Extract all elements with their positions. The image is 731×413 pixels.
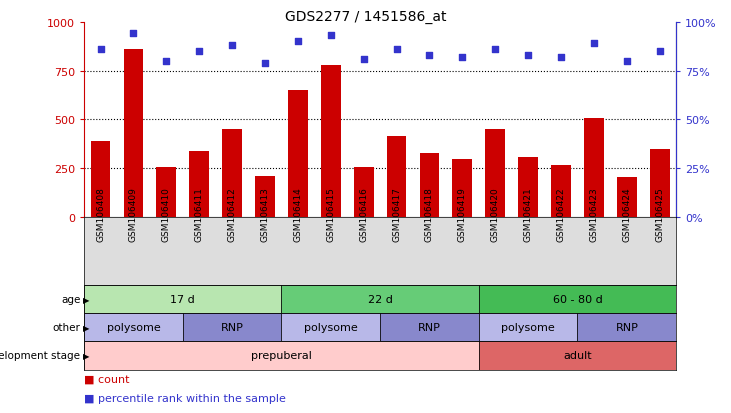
Bar: [479, 313, 577, 342]
Point: [424, 52, 436, 59]
Point: [522, 52, 534, 59]
Bar: [479, 342, 676, 370]
Bar: [255, 176, 275, 217]
Bar: [84, 313, 183, 342]
Text: ■ percentile rank within the sample: ■ percentile rank within the sample: [84, 393, 286, 403]
Point: [127, 31, 139, 38]
Text: polysome: polysome: [107, 323, 160, 332]
Text: polysome: polysome: [304, 323, 357, 332]
Bar: [288, 91, 308, 217]
Text: GDS2277 / 1451586_at: GDS2277 / 1451586_at: [285, 10, 446, 24]
Text: ▶: ▶: [83, 323, 90, 332]
Bar: [189, 152, 209, 217]
Text: RNP: RNP: [418, 323, 441, 332]
Point: [193, 49, 205, 55]
Text: ▶: ▶: [83, 295, 90, 304]
Bar: [222, 130, 242, 217]
Text: 60 - 80 d: 60 - 80 d: [553, 294, 602, 304]
Text: ■ count: ■ count: [84, 374, 129, 384]
Bar: [452, 160, 472, 217]
Point: [227, 43, 238, 50]
Point: [490, 47, 501, 53]
Bar: [650, 149, 670, 217]
Point: [161, 58, 173, 65]
Text: RNP: RNP: [616, 323, 638, 332]
Bar: [84, 285, 281, 313]
Text: ▶: ▶: [83, 351, 90, 360]
Point: [654, 49, 666, 55]
Point: [259, 60, 270, 67]
Bar: [380, 313, 479, 342]
Bar: [354, 168, 374, 217]
Bar: [551, 166, 571, 217]
Bar: [584, 119, 604, 217]
Bar: [91, 141, 110, 217]
Bar: [485, 130, 505, 217]
Bar: [281, 313, 380, 342]
Text: prepuberal: prepuberal: [251, 351, 312, 361]
Bar: [479, 285, 676, 313]
Text: development stage: development stage: [0, 351, 80, 361]
Text: 17 d: 17 d: [170, 294, 195, 304]
Text: adult: adult: [563, 351, 592, 361]
Point: [325, 33, 336, 40]
Bar: [387, 137, 406, 217]
Point: [556, 55, 567, 61]
Point: [456, 55, 469, 61]
Point: [390, 47, 402, 53]
Bar: [518, 158, 538, 217]
Text: polysome: polysome: [501, 323, 555, 332]
Bar: [617, 177, 637, 217]
Bar: [84, 342, 479, 370]
Bar: [156, 168, 176, 217]
Bar: [577, 313, 676, 342]
Bar: [183, 313, 281, 342]
Point: [588, 41, 600, 47]
Text: age: age: [61, 294, 80, 304]
Bar: [420, 154, 439, 217]
Bar: [321, 66, 341, 217]
Point: [358, 56, 369, 63]
Point: [621, 58, 633, 65]
Text: RNP: RNP: [221, 323, 243, 332]
Bar: [124, 50, 143, 217]
Bar: [281, 285, 479, 313]
Text: other: other: [53, 323, 80, 332]
Point: [95, 47, 107, 53]
Point: [292, 39, 304, 45]
Text: 22 d: 22 d: [368, 294, 393, 304]
